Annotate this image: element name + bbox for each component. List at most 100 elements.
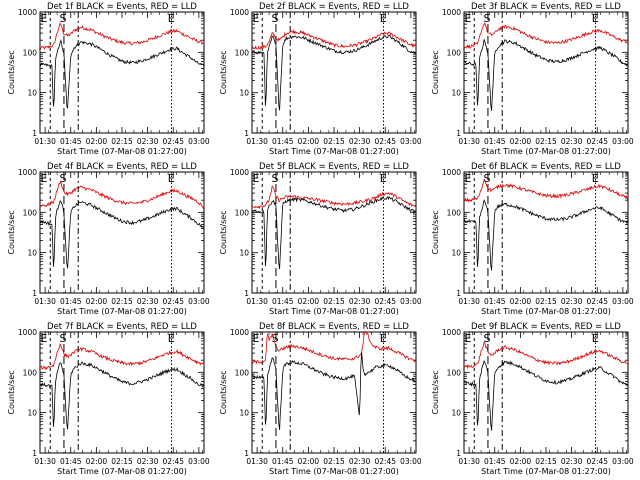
panel-title: Det 3f BLACK = Events, RED = LLD [471, 2, 621, 12]
x-tick-label: 02:30 [137, 137, 159, 146]
y-tick-label: 10 [239, 249, 249, 258]
y-axis-label: Counts/sec [219, 210, 228, 254]
y-tick-label: 1 [244, 289, 249, 298]
y-tick-label: 1000 [230, 328, 249, 337]
x-tick-label: 01:30 [246, 457, 268, 466]
y-tick-label: 1 [456, 129, 461, 138]
x-tick-label: 02:30 [561, 137, 583, 146]
x-tick-label: 02:15 [535, 297, 557, 306]
panel-title: Det 8f BLACK = Events, RED = LLD [259, 322, 409, 332]
y-tick-label: 1 [244, 129, 249, 138]
x-tick-label: 02:00 [510, 457, 532, 466]
panel-title: Det 9f BLACK = Events, RED = LLD [471, 322, 621, 332]
panel-9: Det 9f BLACK = Events, RED = LLD 1 10 100 10… [431, 322, 634, 476]
y-axis-label: Counts/sec [219, 370, 228, 414]
events-series-line [463, 39, 629, 111]
event-marker-label: E [380, 172, 387, 185]
y-tick-label: 1 [32, 449, 37, 458]
y-tick-label: 10 [451, 409, 461, 418]
event-marker-label: E [41, 12, 48, 25]
y-tick-label: 1 [456, 449, 461, 458]
y-tick-label: 10 [27, 249, 37, 258]
x-tick-label: 03:00 [400, 297, 422, 306]
x-tick-label: 02:30 [561, 457, 583, 466]
x-tick-label: 02:30 [349, 297, 371, 306]
event-marker-label: E [592, 172, 599, 185]
event-marker-label: S [59, 172, 66, 185]
y-tick-label: 10 [27, 89, 37, 98]
y-tick-label: 1000 [230, 8, 249, 17]
x-axis-label: Start Time (07-Mar-08 01:27:00) [269, 307, 399, 316]
event-marker-label: E [168, 12, 175, 25]
y-tick-label: 1 [32, 289, 37, 298]
event-marker-label: S [59, 12, 66, 25]
events-series-line [39, 200, 205, 269]
y-tick-label: 100 [23, 368, 38, 377]
y-tick-label: 1000 [442, 168, 461, 177]
x-tick-label: 02:30 [561, 297, 583, 306]
panel-6: Det 6f BLACK = Events, RED = LLD 1 10 100 10… [431, 162, 634, 316]
event-marker-label: E [41, 172, 48, 185]
panel-2: Det 2f BLACK = Events, RED = LLD 1 10 100 10… [219, 2, 422, 156]
y-tick-label: 1000 [18, 168, 37, 177]
y-tick-label: 1 [32, 129, 37, 138]
x-axis-label: Start Time (07-Mar-08 01:27:00) [481, 147, 611, 156]
x-axis-label: Start Time (07-Mar-08 01:27:00) [57, 147, 187, 156]
y-tick-label: 100 [235, 48, 250, 57]
x-tick-label: 02:45 [162, 457, 184, 466]
x-axis-label: Start Time (07-Mar-08 01:27:00) [57, 467, 187, 476]
x-tick-label: 02:45 [374, 457, 396, 466]
events-series-line [463, 199, 629, 271]
y-tick-label: 1 [456, 289, 461, 298]
panel-title: Det 2f BLACK = Events, RED = LLD [259, 2, 409, 12]
x-tick-label: 01:30 [458, 137, 480, 146]
panel-title: Det 1f BLACK = Events, RED = LLD [47, 2, 197, 12]
x-tick-label: 02:30 [349, 137, 371, 146]
y-tick-label: 1 [244, 449, 249, 458]
x-tick-label: 03:00 [188, 137, 210, 146]
lld-series-line [463, 21, 629, 49]
lld-series-line [251, 28, 417, 50]
panel-4: Det 4f BLACK = Events, RED = LLD 1 10 100 10… [7, 162, 210, 316]
events-series-line [39, 38, 205, 109]
x-tick-label: 01:45 [60, 137, 82, 146]
lld-series-line [39, 22, 205, 50]
x-tick-label: 01:30 [246, 297, 268, 306]
y-tick-label: 100 [235, 368, 250, 377]
x-tick-label: 03:00 [612, 137, 634, 146]
event-marker-label: S [271, 12, 278, 25]
x-tick-label: 02:15 [323, 137, 345, 146]
x-tick-label: 02:00 [298, 297, 320, 306]
x-tick-label: 02:45 [162, 137, 184, 146]
x-tick-label: 01:45 [272, 297, 294, 306]
x-tick-label: 02:45 [586, 297, 608, 306]
plot-frame [251, 171, 417, 294]
panel-title: Det 4f BLACK = Events, RED = LLD [47, 162, 197, 172]
y-axis-label: Counts/sec [431, 210, 440, 254]
panel-5: Det 5f BLACK = Events, RED = LLD 1 10 100 10… [219, 162, 422, 316]
y-tick-label: 100 [447, 368, 462, 377]
x-tick-label: 03:00 [400, 457, 422, 466]
y-tick-label: 10 [451, 249, 461, 258]
x-tick-label: 02:00 [86, 457, 108, 466]
x-tick-label: 02:00 [298, 137, 320, 146]
x-tick-label: 03:00 [612, 457, 634, 466]
y-axis-label: Counts/sec [7, 210, 16, 254]
x-tick-label: 02:00 [510, 137, 532, 146]
y-tick-label: 100 [235, 208, 250, 217]
events-series-line [251, 196, 417, 270]
x-tick-label: 01:30 [34, 457, 56, 466]
event-marker-label: S [271, 332, 278, 345]
event-marker-label: E [168, 172, 175, 185]
y-tick-label: 10 [239, 409, 249, 418]
y-axis-label: Counts/sec [431, 370, 440, 414]
lld-series-line [39, 180, 205, 210]
event-marker-label: E [253, 332, 260, 345]
x-axis-label: Start Time (07-Mar-08 01:27:00) [481, 307, 611, 316]
x-tick-label: 02:15 [111, 137, 133, 146]
x-tick-label: 02:00 [86, 297, 108, 306]
x-tick-label: 01:45 [60, 297, 82, 306]
x-tick-label: 02:45 [374, 297, 396, 306]
plot-frame [463, 11, 629, 134]
